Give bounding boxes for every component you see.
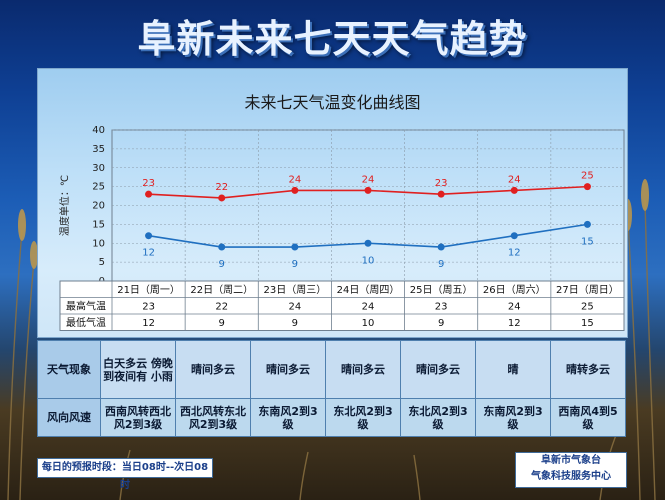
data-label: 9 (292, 259, 298, 270)
x-tick-label: 23日（周三） (263, 284, 326, 296)
x-tick-label: 22日（周二） (190, 284, 253, 296)
data-point (583, 183, 591, 191)
data-point (364, 239, 372, 247)
data-point (291, 186, 299, 194)
data-label: 25 (581, 171, 594, 182)
issuer-line-1: 阜新市气象台 (541, 455, 601, 466)
table-value: 12 (142, 318, 155, 329)
wind-cell: 西南风转西北 风2到3级 (100, 398, 176, 437)
legend-entry: 最低气温 (66, 316, 106, 329)
table-value: 24 (508, 302, 521, 313)
forecast-period-note: 每日的预报时段：当日08时--次日08时 (37, 458, 213, 491)
wind-cell: 东北风2到3级 (325, 398, 401, 437)
chart-title: 未来七天气温变化曲线图 (244, 93, 421, 112)
wind-cell: 东南风2到3级 (475, 398, 551, 437)
data-label: 24 (508, 174, 521, 185)
wind-header: 风向风速 (37, 398, 101, 437)
table-value: 24 (362, 302, 375, 313)
data-label: 9 (219, 259, 225, 270)
y-tick-label: 30 (92, 163, 105, 174)
table-value: 23 (142, 302, 155, 313)
data-label: 12 (508, 248, 521, 259)
x-tick-label: 21日（周一） (117, 284, 180, 296)
x-tick-label: 25日（周五） (410, 284, 473, 296)
data-label: 24 (288, 174, 301, 185)
table-value: 25 (581, 302, 594, 313)
weather-header: 天气现象 (37, 340, 101, 399)
weather-cell: 晴间多云 (175, 340, 251, 399)
data-label: 9 (438, 259, 444, 270)
data-point (437, 190, 445, 198)
data-label: 15 (581, 236, 594, 247)
x-tick-label: 26日（周六） (483, 284, 546, 296)
weather-cell: 晴间多云 (400, 340, 476, 399)
table-value: 9 (219, 318, 225, 329)
table-value: 23 (435, 302, 448, 313)
issuer-box: 阜新市气象台 气象科技服务中心 (515, 452, 627, 488)
data-point (218, 243, 226, 251)
data-table (59, 280, 625, 331)
table-value: 22 (215, 302, 228, 313)
data-point (364, 186, 372, 194)
data-point (583, 220, 591, 228)
weather-cell: 晴间多云 (250, 340, 326, 399)
y-tick-label: 20 (92, 201, 105, 212)
data-point (291, 243, 299, 251)
wind-cell: 西南风4到5级 (550, 398, 626, 437)
table-value: 15 (581, 318, 594, 329)
x-tick-label: 24日（周四） (337, 284, 400, 296)
table-value: 24 (288, 302, 301, 313)
table-value: 9 (438, 318, 444, 329)
data-label: 24 (362, 174, 375, 185)
data-label: 23 (435, 178, 448, 189)
data-label: 23 (142, 178, 155, 189)
x-tick-label: 27日（周日） (556, 284, 619, 296)
data-label: 12 (142, 248, 155, 259)
wind-cell: 东南风2到3级 (250, 398, 326, 437)
data-label: 22 (215, 182, 228, 193)
legend-entry: 最高气温 (66, 300, 106, 313)
table-value: 10 (362, 318, 375, 329)
table-value: 9 (292, 318, 298, 329)
forecast-table: 天气现象 白天多云 傍晚到夜间有 小雨 晴间多云 晴间多云 晴间多云 晴间多云晴晴转多云… (37, 340, 626, 437)
weather-cell: 白天多云 傍晚到夜间有 小雨 (100, 340, 176, 399)
y-tick-label: 15 (92, 219, 105, 230)
y-tick-label: 40 (92, 125, 105, 136)
page-title: 阜新未来七天天气趋势 (137, 17, 528, 61)
wind-cell: 东北风2到3级 (400, 398, 476, 437)
data-point (437, 243, 445, 251)
weather-cell: 晴转多云 (550, 340, 626, 399)
y-tick-label: 10 (92, 238, 105, 249)
issuer-line-2: 气象科技服务中心 (531, 471, 611, 482)
weather-cell: 晴 (475, 340, 551, 399)
data-point (145, 190, 153, 198)
y-tick-label: 5 (99, 257, 105, 268)
y-tick-label: 35 (92, 144, 105, 155)
weather-cell: 晴间多云 (325, 340, 401, 399)
data-point (510, 232, 518, 240)
chart-panel: 未来七天气温变化曲线图 0510152025303540温度单位：℃21日（周一… (37, 68, 628, 338)
data-point (145, 232, 153, 240)
temperature-chart: 0510152025303540温度单位：℃21日（周一）22日（周二）23日（… (58, 125, 625, 331)
data-point (218, 194, 226, 202)
table-value: 12 (508, 318, 521, 329)
y-axis-label: 温度单位：℃ (58, 175, 71, 236)
data-label: 10 (362, 255, 375, 266)
data-point (510, 186, 518, 194)
y-tick-label: 25 (92, 182, 105, 193)
wind-cell: 西北风转东北 风2到3级 (175, 398, 251, 437)
